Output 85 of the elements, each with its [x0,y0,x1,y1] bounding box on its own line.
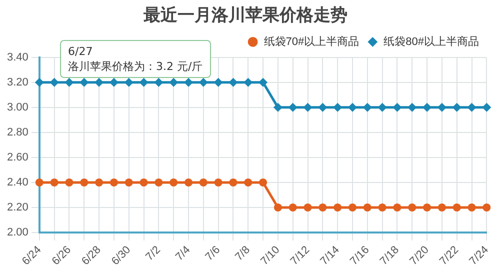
point [348,204,356,212]
point [50,178,58,186]
legend-label: 纸袋70#以上半商品 [264,34,360,48]
point [288,204,297,212]
x-tick-label: 7/2 [144,244,163,264]
point [273,102,282,112]
point [362,102,372,112]
point [392,102,402,112]
point [244,178,252,186]
point [124,178,133,186]
x-tick-label: 7/20 [408,244,432,268]
x-tick-label: 7/24 [467,244,491,268]
point [482,102,492,112]
point [378,204,386,212]
x-tick-label: 7/18 [378,244,402,268]
y-tick-label: 2.40 [6,176,28,189]
point [408,102,417,112]
point [199,178,208,186]
x-tick-label: 7/16 [348,244,372,268]
point [140,178,148,186]
point [170,178,178,186]
point [467,102,476,112]
point [452,102,462,112]
legend-label: 纸袋80#以上半商品 [384,34,480,48]
point [229,178,238,186]
x-tick-label: 7/4 [173,244,193,264]
point [363,204,372,212]
y-tick-label: 3.20 [6,76,28,88]
point [139,78,148,87]
point [154,178,163,186]
chart-title: 最近一月洛川苹果价格走势 [142,6,348,26]
point [34,78,44,87]
x-tick-label: 7/14 [318,244,342,268]
point [124,78,134,87]
point [482,204,491,212]
point [468,204,476,212]
point [214,78,223,87]
y-tick-label: 2.20 [6,202,28,214]
point [258,78,268,87]
point [80,78,89,87]
point [64,78,74,87]
x-tick-label: 6/24 [20,244,44,268]
y-tick-label: 2.00 [6,226,28,239]
point [408,204,416,212]
y-tick-label: 2.60 [6,152,28,164]
point [110,178,118,186]
point [304,204,312,212]
x-tick-label: 7/8 [233,244,252,264]
x-tick-label: 7/12 [288,244,312,268]
x-tick-label: 7/6 [203,244,223,264]
x-tick-label: 6/28 [80,244,104,268]
annotation: 洛川苹果价格为：3.2 元/斤 [68,59,203,74]
point [214,178,222,186]
point [35,178,44,186]
point [80,178,88,186]
x-tick-label: 6/30 [109,244,134,268]
point [244,78,253,87]
point [198,78,208,87]
annotation: 6/27 [68,44,94,59]
point [228,78,238,87]
point [95,178,104,186]
point [438,204,446,212]
point [274,204,282,212]
point [318,204,327,212]
point [423,204,432,212]
x-tick-label: 7/10 [258,244,282,268]
point [288,102,298,112]
point [184,178,192,186]
y-tick-label: 3.00 [6,101,28,114]
x-tick-label: 7/22 [437,244,462,268]
point [334,204,342,212]
point [259,178,268,186]
point [378,102,387,112]
point [452,204,461,212]
y-tick-label: 2.80 [6,126,28,138]
point [50,78,59,87]
point [303,102,312,112]
y-tick-label: 3.40 [6,51,28,64]
point [65,178,74,186]
point [318,102,328,112]
x-tick-label: 6/26 [50,244,74,268]
point [154,78,164,87]
point [333,102,342,112]
point [393,204,402,212]
point [169,78,178,87]
